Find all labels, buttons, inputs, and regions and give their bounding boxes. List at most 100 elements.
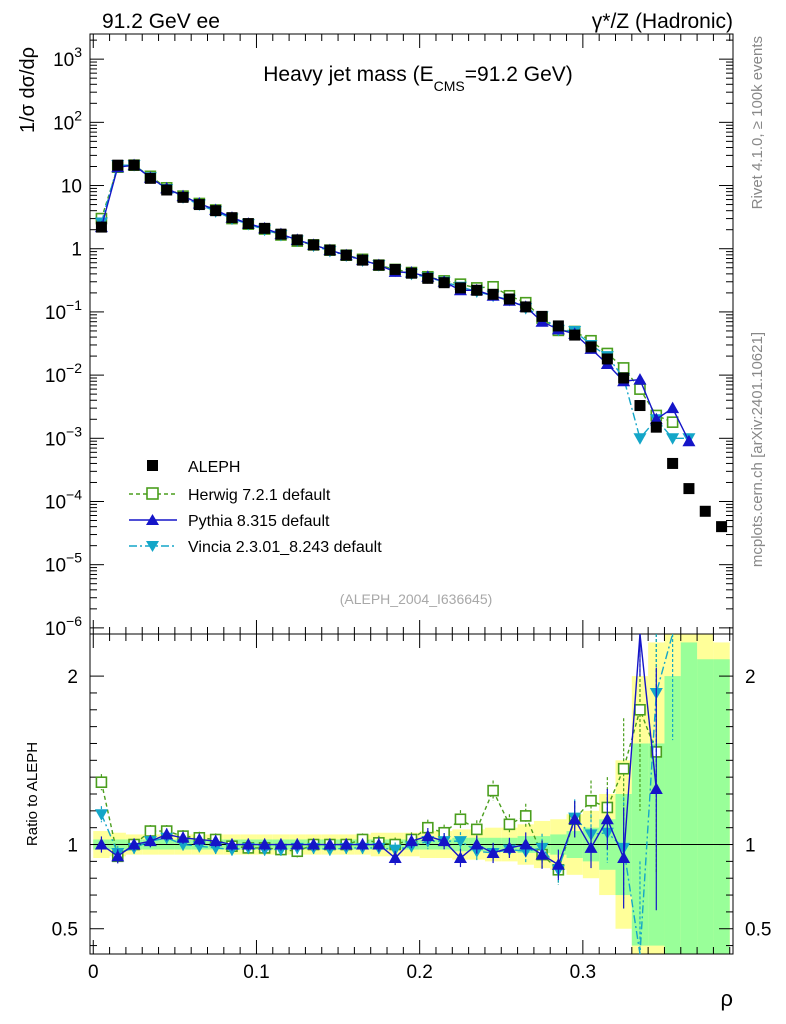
ratio-point-pythia bbox=[290, 838, 304, 850]
ratio-point-pythia bbox=[127, 838, 141, 850]
main-point-aleph bbox=[95, 221, 107, 233]
ratio-point-herwig bbox=[454, 813, 467, 826]
main-y-tick-base: 10 bbox=[45, 556, 66, 577]
main-title-subscript: CMS bbox=[434, 78, 465, 94]
ratio-point-herwig bbox=[503, 818, 516, 831]
main-y-tick-exp: −2 bbox=[66, 360, 82, 376]
ratio-point-herwig bbox=[585, 794, 597, 807]
main-y-tick-base: 10 bbox=[45, 366, 66, 387]
legend-entry-vincia: Vincia 2.3.01_8.243 default bbox=[129, 539, 382, 556]
main-point-aleph bbox=[471, 284, 483, 296]
main-y-tick-label: 103 bbox=[53, 44, 82, 71]
ratio-point-vincia bbox=[388, 844, 402, 857]
ratio-point-pythia bbox=[535, 848, 549, 860]
main-point-aleph bbox=[569, 329, 581, 341]
ratio-point-pythia bbox=[111, 849, 125, 862]
process-label: γ*/Z (Hadronic) bbox=[592, 10, 733, 33]
main-point-aleph bbox=[112, 159, 124, 171]
main-y-tick-exp: 3 bbox=[74, 44, 82, 60]
ratio-point-pythia bbox=[421, 829, 435, 842]
main-y-tick-exp: −6 bbox=[66, 613, 82, 629]
main-point-pythia bbox=[649, 412, 663, 425]
main-y-tick-label: 10 bbox=[61, 177, 82, 198]
ratio-point-vincia bbox=[94, 809, 108, 821]
main-y-axis-label: 1/σ dσ/dρ bbox=[17, 47, 39, 133]
ratio-point-pythia bbox=[617, 851, 631, 863]
ratio-y-tick-label-right: 1 bbox=[745, 836, 756, 857]
main-y-tick-base: 10 bbox=[45, 619, 66, 640]
legend-marker-pythia bbox=[146, 514, 159, 525]
main-point-aleph bbox=[210, 205, 222, 217]
main-point-aleph bbox=[357, 254, 369, 266]
main-point-aleph bbox=[487, 288, 499, 300]
ratio-y-axis: 0.5 0.5 1 1 2 2 bbox=[52, 667, 771, 947]
ratio-band-stat bbox=[680, 642, 698, 954]
main-point-aleph bbox=[503, 293, 515, 305]
main-point-aleph bbox=[128, 159, 140, 171]
ratio-point-pythia bbox=[649, 782, 663, 794]
main-point-aleph bbox=[552, 320, 564, 332]
ratio-band-stat bbox=[713, 659, 730, 954]
main-point-aleph bbox=[242, 218, 254, 230]
ratio-point-herwig bbox=[470, 823, 483, 836]
main-point-aleph bbox=[275, 228, 287, 240]
ratio-point-pythia bbox=[143, 834, 157, 847]
main-y-tick-exp: −4 bbox=[66, 486, 82, 502]
ratio-point-pythia bbox=[388, 851, 402, 863]
main-y-tick-base: 10 bbox=[45, 303, 66, 324]
ratio-y-tick-label: 2 bbox=[67, 667, 78, 688]
main-y-tick-label: 102 bbox=[53, 107, 82, 134]
main-point-pythia bbox=[633, 373, 647, 385]
main-point-aleph bbox=[716, 521, 728, 533]
ratio-point-pythia bbox=[502, 841, 516, 853]
main-point-herwig bbox=[617, 362, 630, 374]
main-title-tail: =91.2 GeV) bbox=[465, 63, 573, 86]
ratio-y-axis-label: Ratio to ALEPH bbox=[24, 742, 41, 846]
main-point-aleph bbox=[634, 400, 646, 412]
ratio-point-pythia bbox=[323, 838, 337, 850]
main-point-aleph bbox=[144, 172, 156, 184]
main-title: Heavy jet mass (ECMS=91.2 GeV) bbox=[263, 63, 573, 94]
main-y-tick-label: 10−5 bbox=[45, 550, 82, 577]
main-point-aleph bbox=[683, 483, 695, 495]
ratio-point-herwig bbox=[95, 776, 108, 789]
main-y-tick-exp: −1 bbox=[66, 297, 82, 313]
x-tick-label: 0.1 bbox=[243, 962, 269, 983]
ratio-point-herwig bbox=[634, 703, 646, 716]
legend-label-pythia: Pythia 8.315 default bbox=[188, 513, 330, 530]
main-point-aleph bbox=[536, 310, 548, 322]
analysis-id: (ALEPH_2004_I636645) bbox=[340, 591, 493, 607]
main-y-tick-label: 10−6 bbox=[45, 613, 82, 640]
main-point-aleph bbox=[650, 421, 662, 433]
x-tick-label: 0.3 bbox=[570, 962, 596, 983]
main-y-tick-exp: −3 bbox=[66, 423, 82, 439]
legend-marker-aleph bbox=[147, 460, 158, 471]
ratio-point-pythia bbox=[600, 812, 614, 825]
ratio-point-pythia bbox=[470, 838, 484, 850]
ratio-point-pythia bbox=[551, 858, 565, 870]
ratio-point-pythia bbox=[356, 838, 370, 850]
legend-entry-pythia: Pythia 8.315 default bbox=[129, 513, 330, 530]
legend-label-aleph: ALEPH bbox=[188, 459, 240, 476]
main-y-tick-label: 10−2 bbox=[45, 360, 82, 387]
ratio-point-pythia bbox=[453, 851, 467, 863]
main-y-tick-label: 10−3 bbox=[45, 423, 82, 450]
main-point-aleph bbox=[618, 372, 630, 384]
ratio-point-pythia bbox=[176, 831, 190, 843]
main-point-aleph bbox=[308, 239, 320, 251]
ratio-y-tick-label-right: 2 bbox=[745, 667, 756, 688]
ratio-y-tick-label-right: 0.5 bbox=[745, 920, 771, 941]
main-point-aleph bbox=[177, 191, 189, 203]
main-point-aleph bbox=[340, 249, 352, 261]
ratio-point-pythia bbox=[584, 841, 598, 853]
ratio-y-tick-label: 1 bbox=[67, 836, 78, 857]
x-axis-label: ρ bbox=[720, 986, 733, 1011]
main-y-tick-base: 10 bbox=[53, 113, 74, 134]
ratio-panel: 0.5 0.5 1 1 2 2 0 0.1 0.2 0.3 Ratio to ALEPH ρ bbox=[24, 633, 771, 1011]
legend-entry-herwig: Herwig 7.2.1 default bbox=[129, 487, 331, 504]
ratio-point-pythia bbox=[339, 838, 353, 850]
legend-marker-vincia bbox=[146, 541, 159, 552]
